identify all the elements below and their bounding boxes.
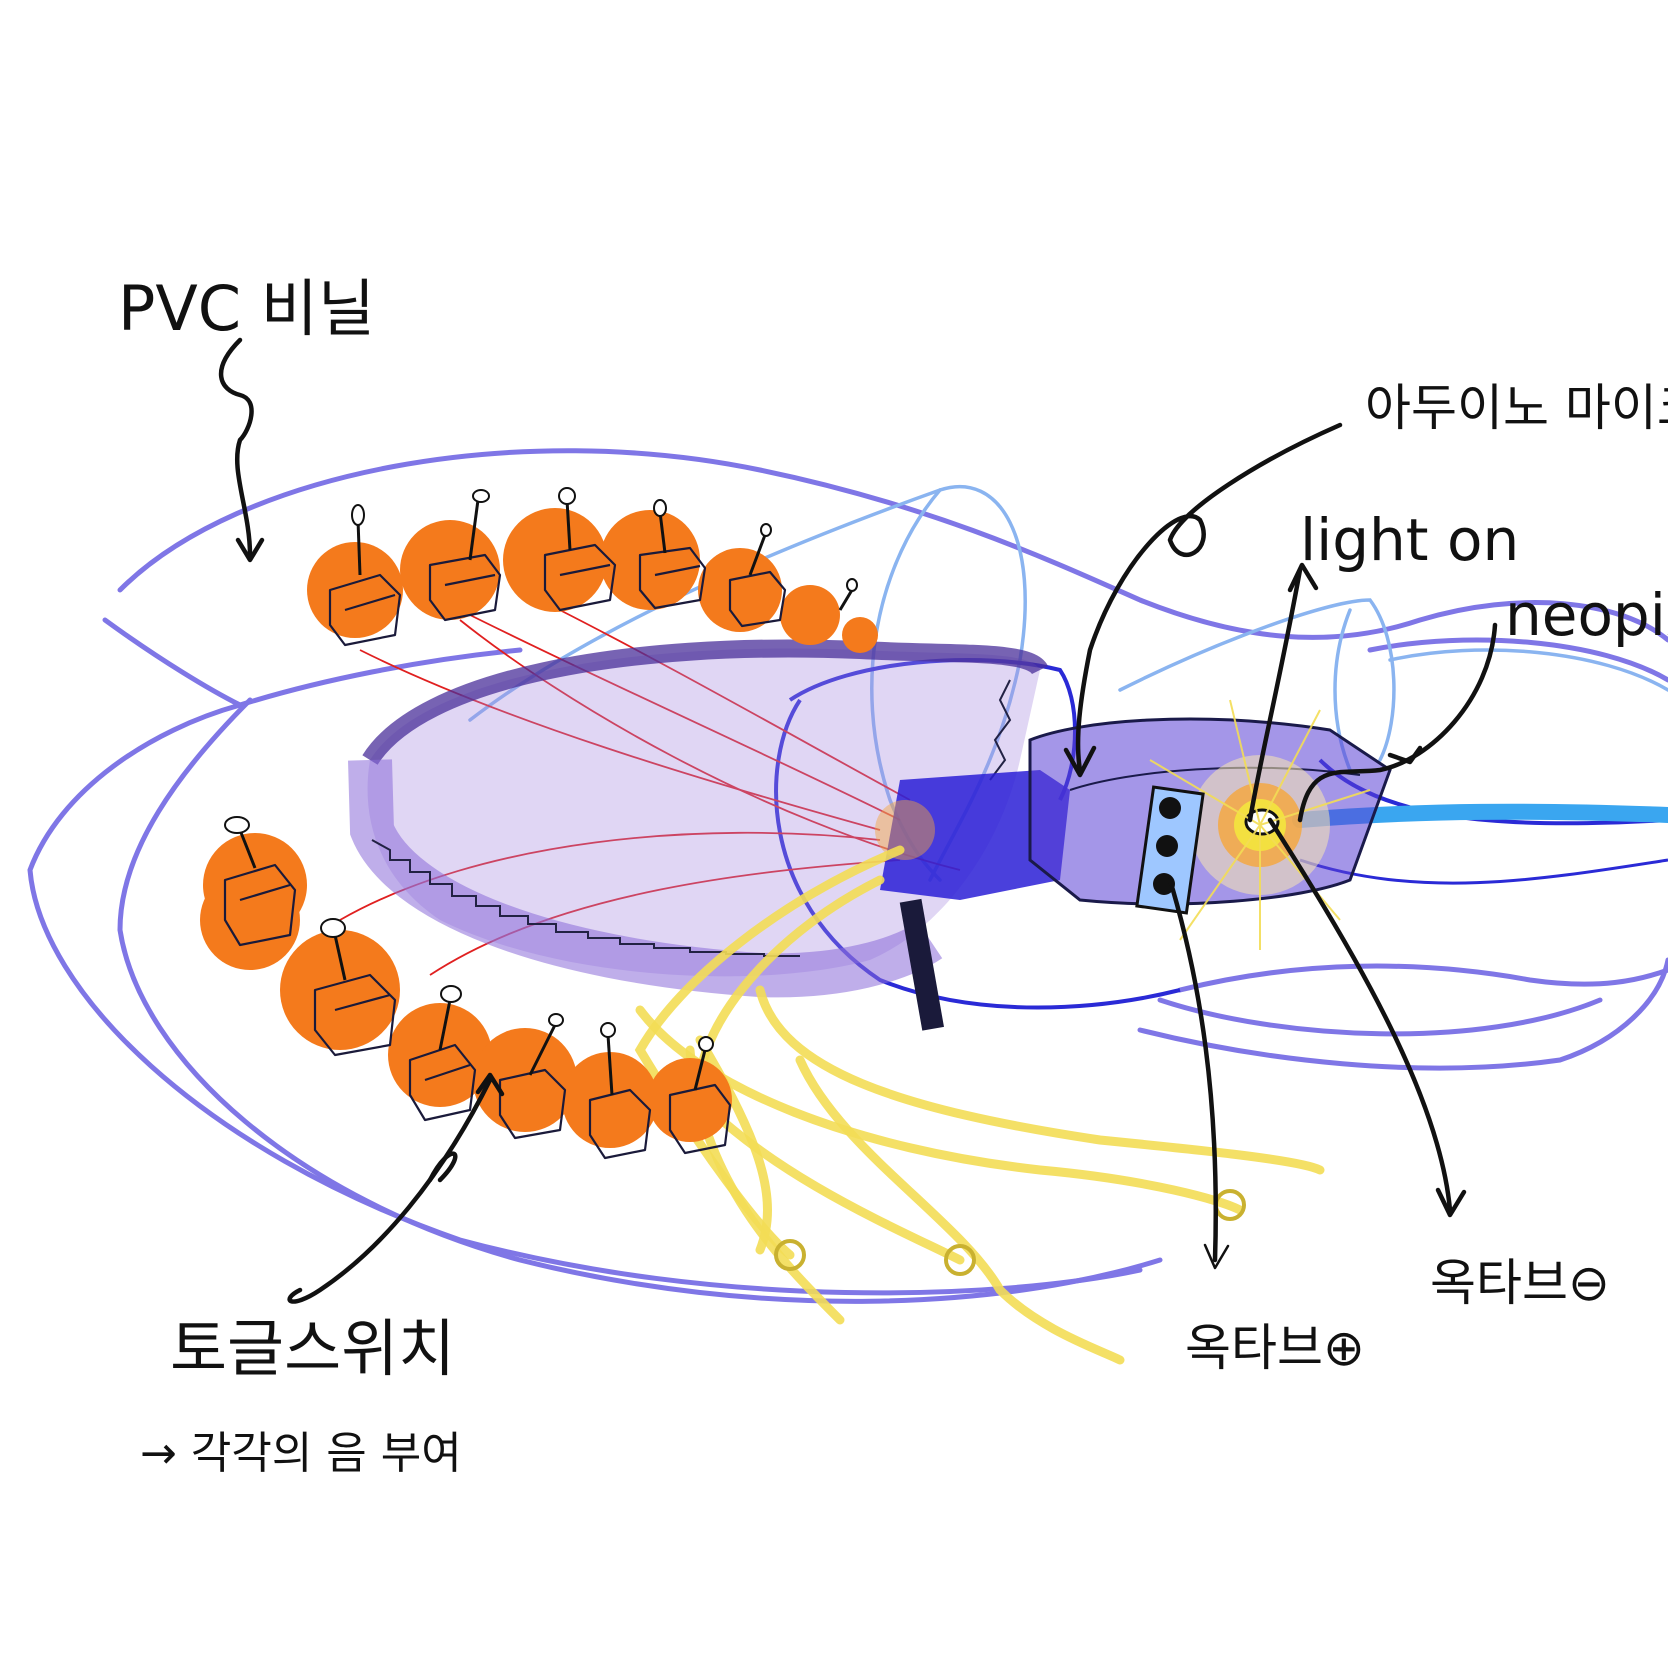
toggle-switches-top [307,487,878,653]
push-button-icon [1159,797,1181,819]
toggle-switch-icon [328,504,402,647]
toggle-switch-icon [668,1036,732,1155]
toggle-switch-icon [588,1022,652,1160]
label-octave-plus: 옥타브⊕ [1185,1319,1365,1377]
annotation-arrows [219,337,1498,1304]
label-neopixel: neopix [1505,581,1668,649]
toggle-switch-icon [728,523,787,628]
label-pvc: PVC 비닐 [118,272,375,345]
toggle-switches-bottom [200,816,732,1160]
toggle-switch-icon [638,499,707,610]
toggle-switch-icon [408,985,477,1122]
toggle-switch-icon [838,578,858,611]
label-toggle-switch: 토글스위치 [170,1312,455,1385]
pvc-bag-outline [27,448,1668,1304]
toggle-switch-icon [313,918,397,1057]
label-arduino: 아두이노 마이크 [1365,379,1668,437]
toggle-switch-icon [428,489,502,622]
label-light-on: light on [1300,506,1519,574]
toggle-switch-icon [223,816,297,947]
toggle-switch-icon [543,487,617,612]
toggle-switch-icon [498,1013,567,1140]
label-octave-minus: 옥타브⊖ [1430,1254,1610,1312]
label-toggle-note: → 각각의 음 부여 [140,1428,462,1479]
push-button-icon [1156,835,1178,857]
main-band [348,639,1049,998]
